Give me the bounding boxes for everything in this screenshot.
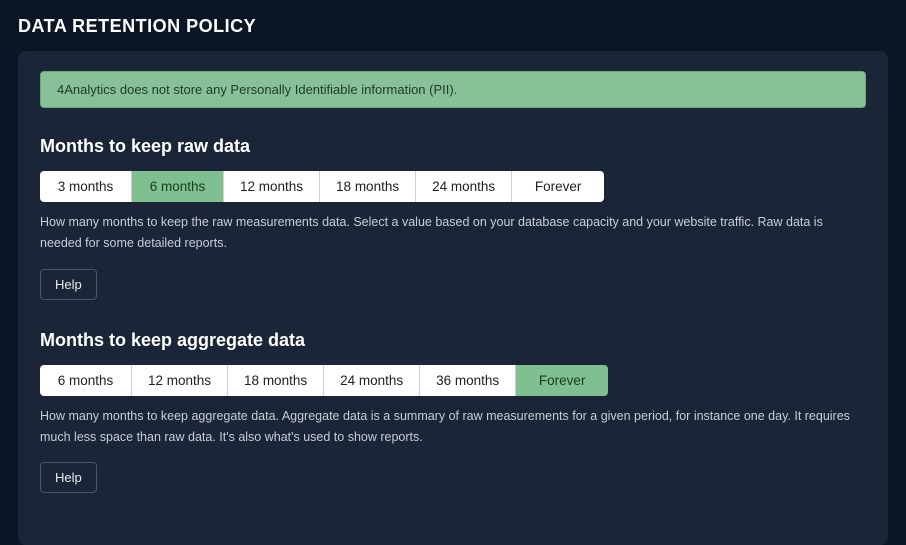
aggregate-data-options: 6 months12 months18 months24 months36 mo… — [40, 365, 608, 396]
raw-data-help-text: How many months to keep the raw measurem… — [40, 212, 866, 255]
raw-data-help-button[interactable]: Help — [40, 269, 97, 300]
raw-data-section: Months to keep raw data 3 months6 months… — [40, 136, 866, 300]
raw-data-options: 3 months6 months12 months18 months24 mon… — [40, 171, 604, 202]
aggregate-data-title: Months to keep aggregate data — [40, 330, 866, 351]
aggregate-data-option[interactable]: Forever — [516, 365, 608, 396]
aggregate-data-section: Months to keep aggregate data 6 months12… — [40, 330, 866, 494]
raw-data-option[interactable]: 18 months — [320, 171, 416, 202]
aggregate-data-option[interactable]: 36 months — [420, 365, 516, 396]
raw-data-option[interactable]: 12 months — [224, 171, 320, 202]
aggregate-data-option[interactable]: 18 months — [228, 365, 324, 396]
page-title: DATA RETENTION POLICY — [18, 16, 888, 37]
aggregate-data-option[interactable]: 12 months — [132, 365, 228, 396]
aggregate-data-option[interactable]: 24 months — [324, 365, 420, 396]
aggregate-data-option[interactable]: 6 months — [40, 365, 132, 396]
raw-data-option[interactable]: 3 months — [40, 171, 132, 202]
raw-data-option[interactable]: Forever — [512, 171, 604, 202]
raw-data-option[interactable]: 6 months — [132, 171, 224, 202]
settings-panel: 4Analytics does not store any Personally… — [18, 51, 888, 545]
aggregate-data-help-button[interactable]: Help — [40, 462, 97, 493]
raw-data-option[interactable]: 24 months — [416, 171, 512, 202]
raw-data-title: Months to keep raw data — [40, 136, 866, 157]
info-alert: 4Analytics does not store any Personally… — [40, 71, 866, 108]
aggregate-data-help-text: How many months to keep aggregate data. … — [40, 406, 866, 449]
